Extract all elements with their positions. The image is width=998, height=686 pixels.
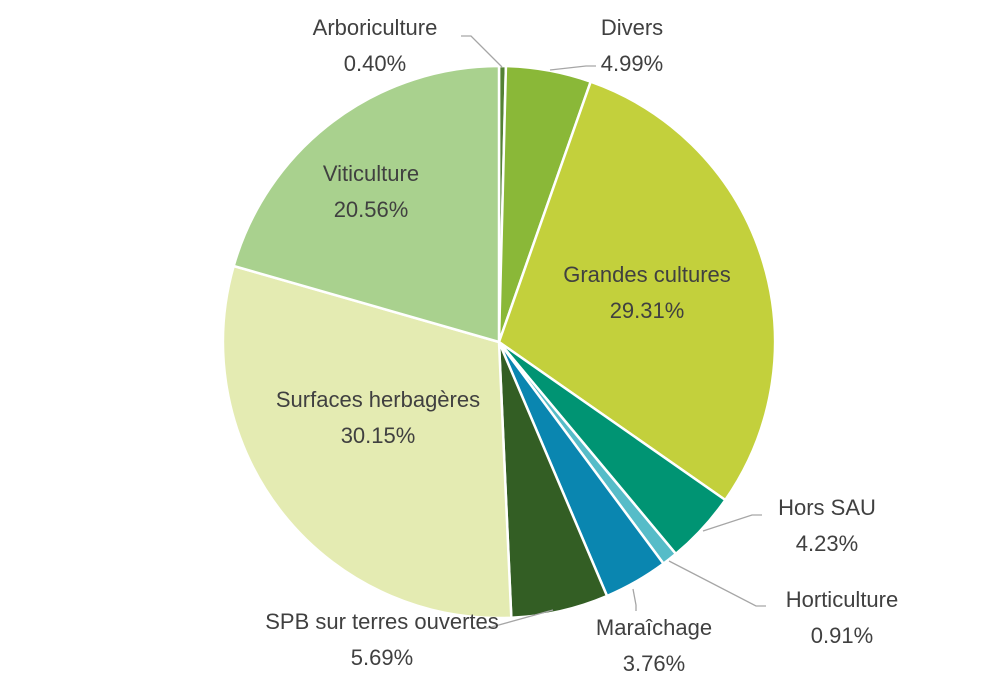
- slice-value-label: 4.23%: [796, 531, 858, 556]
- leader-line: [702, 514, 762, 532]
- slice-name-label: Grandes cultures: [563, 262, 731, 287]
- slice-value-label: 20.56%: [334, 197, 409, 222]
- slice-name-label: Horticulture: [786, 587, 898, 612]
- slice-name-label: SPB sur terres ouvertes: [265, 609, 499, 634]
- slice-value-label: 3.76%: [623, 651, 685, 676]
- slice-value-label: 29.31%: [610, 298, 685, 323]
- slice-value-label: 30.15%: [341, 423, 416, 448]
- leader-line: [668, 560, 766, 607]
- leader-lines: [461, 35, 766, 629]
- pie-slice-grandes-cultures: [497, 80, 777, 502]
- slice-labels: Arboriculture 0.40% Divers 4.99% Grandes cul…: [265, 15, 898, 676]
- slice-value-label: 0.91%: [811, 623, 873, 648]
- slice-value-label: 0.40%: [344, 51, 406, 76]
- leader-line: [478, 609, 554, 629]
- leader-line: [632, 588, 637, 611]
- slice-name-label: Divers: [601, 15, 663, 40]
- pie-slice-surfaces-herbag-res: [221, 264, 513, 620]
- leader-line: [461, 35, 503, 68]
- slice-name-label: Viticulture: [323, 161, 419, 186]
- pie-slices: [221, 64, 777, 620]
- slice-name-label: Arboriculture: [313, 15, 438, 40]
- slice-value-label: 5.69%: [351, 645, 413, 670]
- leader-line: [549, 65, 596, 71]
- slice-value-label: 4.99%: [601, 51, 663, 76]
- pie-slice-viticulture: [232, 64, 501, 344]
- slice-name-label: Surfaces herbagères: [276, 387, 480, 412]
- slice-name-label: Maraîchage: [596, 615, 712, 640]
- slice-name-label: Hors SAU: [778, 495, 876, 520]
